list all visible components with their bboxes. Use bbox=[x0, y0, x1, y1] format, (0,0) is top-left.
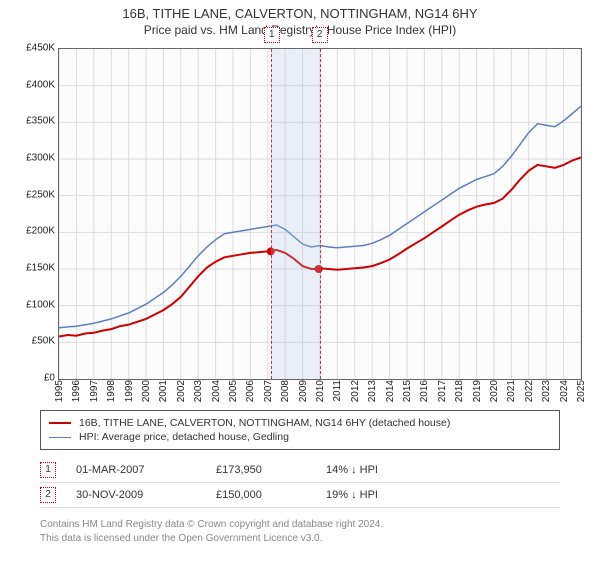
x-tick-label: 2023 bbox=[541, 380, 552, 402]
chart-subtitle: Price paid vs. HM Land Registry's House … bbox=[0, 23, 600, 37]
x-tick-label: 2000 bbox=[141, 380, 152, 402]
legend-box: 16B, TITHE LANE, CALVERTON, NOTTINGHAM, … bbox=[40, 410, 560, 450]
x-tick-label: 1995 bbox=[54, 380, 65, 402]
y-tick-label: £400K bbox=[26, 79, 55, 90]
y-tick-label: £450K bbox=[26, 43, 55, 54]
legend-label: HPI: Average price, detached house, Gedl… bbox=[79, 431, 289, 443]
transaction-table: 1 01-MAR-2007 £173,950 14% ↓ HPI 2 30-NOV-200… bbox=[40, 458, 560, 508]
x-tick-label: 2005 bbox=[228, 380, 239, 402]
x-tick-label: 2013 bbox=[367, 380, 378, 402]
y-tick-label: £100K bbox=[26, 299, 55, 310]
footer-line: Contains HM Land Registry data © Crown c… bbox=[40, 518, 560, 532]
x-tick-label: 2003 bbox=[193, 380, 204, 402]
x-tick-label: 2006 bbox=[245, 380, 256, 402]
x-tick-label: 2019 bbox=[472, 380, 483, 402]
x-tick-label: 2021 bbox=[506, 380, 517, 402]
x-tick-label: 2014 bbox=[385, 380, 396, 402]
x-tick-label: 2010 bbox=[315, 380, 326, 402]
chart-area: £0£50K£100K£150K£200K£250K£300K£350K£400… bbox=[10, 48, 590, 403]
cell-date: 01-MAR-2007 bbox=[76, 464, 196, 476]
shaded-region bbox=[271, 49, 321, 379]
x-tick-label: 1997 bbox=[89, 380, 100, 402]
x-tick-label: 2025 bbox=[576, 380, 587, 402]
legend-label: 16B, TITHE LANE, CALVERTON, NOTTINGHAM, … bbox=[79, 417, 450, 429]
row-marker: 1 bbox=[40, 462, 56, 478]
row-marker: 2 bbox=[40, 487, 56, 503]
legend-item: 16B, TITHE LANE, CALVERTON, NOTTINGHAM, … bbox=[49, 417, 551, 429]
x-tick-label: 2011 bbox=[332, 380, 343, 402]
x-tick-label: 2009 bbox=[298, 380, 309, 402]
footer-line: This data is licensed under the Open Gov… bbox=[40, 532, 560, 546]
legend-swatch bbox=[49, 422, 71, 424]
y-tick-label: £300K bbox=[26, 153, 55, 164]
x-tick-label: 2024 bbox=[559, 380, 570, 402]
x-tick-label: 2008 bbox=[280, 380, 291, 402]
y-tick-label: £200K bbox=[26, 226, 55, 237]
x-tick-label: 1998 bbox=[106, 380, 117, 402]
y-tick-label: £250K bbox=[26, 189, 55, 200]
legend-swatch bbox=[49, 437, 71, 438]
x-tick-label: 2015 bbox=[402, 380, 413, 402]
y-tick-label: £150K bbox=[26, 263, 55, 274]
x-tick-label: 2004 bbox=[211, 380, 222, 402]
cell-delta: 19% ↓ HPI bbox=[326, 489, 436, 501]
table-row: 2 30-NOV-2009 £150,000 19% ↓ HPI bbox=[40, 483, 560, 508]
x-tick-label: 2001 bbox=[158, 380, 169, 402]
plot-area: 12 bbox=[58, 48, 582, 380]
x-tick-label: 2002 bbox=[176, 380, 187, 402]
y-tick-label: £350K bbox=[26, 116, 55, 127]
marker-label: 2 bbox=[312, 27, 328, 43]
chart-title: 16B, TITHE LANE, CALVERTON, NOTTINGHAM, … bbox=[0, 6, 600, 21]
x-tick-label: 2012 bbox=[350, 380, 361, 402]
x-tick-label: 2018 bbox=[454, 380, 465, 402]
y-tick-label: £50K bbox=[32, 336, 55, 347]
cell-price: £150,000 bbox=[216, 489, 306, 501]
cell-price: £173,950 bbox=[216, 464, 306, 476]
x-tick-label: 2022 bbox=[524, 380, 535, 402]
x-tick-label: 1996 bbox=[71, 380, 82, 402]
x-tick-label: 2016 bbox=[419, 380, 430, 402]
legend-item: HPI: Average price, detached house, Gedl… bbox=[49, 431, 551, 443]
x-tick-label: 1999 bbox=[124, 380, 135, 402]
x-tick-label: 2020 bbox=[489, 380, 500, 402]
x-tick-label: 2007 bbox=[263, 380, 274, 402]
cell-delta: 14% ↓ HPI bbox=[326, 464, 436, 476]
footer-text: Contains HM Land Registry data © Crown c… bbox=[40, 518, 560, 545]
table-row: 1 01-MAR-2007 £173,950 14% ↓ HPI bbox=[40, 458, 560, 483]
marker-label: 1 bbox=[264, 27, 280, 43]
cell-date: 30-NOV-2009 bbox=[76, 489, 196, 501]
x-tick-label: 2017 bbox=[437, 380, 448, 402]
